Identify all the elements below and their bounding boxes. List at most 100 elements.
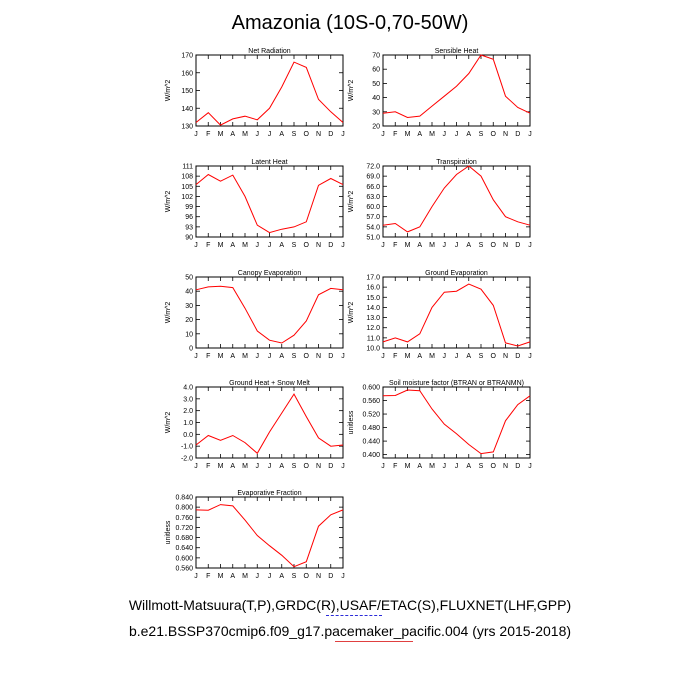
y-tick-label: 40 [372, 95, 380, 102]
y-tick-label: -2.0 [181, 456, 193, 463]
x-tick-label: J [455, 353, 459, 360]
y-axis-label: W/m^2 [348, 80, 355, 102]
y-tick-label: 0.0 [183, 432, 193, 439]
y-tick-label: 0.560 [362, 398, 380, 405]
x-tick-label: A [279, 242, 284, 249]
x-tick-label: N [316, 242, 321, 249]
x-tick-label: J [194, 353, 198, 360]
x-tick-label: J [528, 463, 532, 470]
x-tick-label: J [341, 353, 345, 360]
y-tick-label: 108 [181, 174, 193, 181]
series-line [195, 504, 344, 568]
y-tick-label: 15.0 [366, 295, 380, 302]
y-tick-label: 20 [185, 317, 193, 324]
y-tick-label: 0.600 [175, 555, 193, 562]
y-tick-label: 105 [181, 184, 193, 191]
plot-frame [382, 386, 531, 459]
x-tick-label: S [479, 131, 484, 138]
x-tick-label: O [491, 353, 497, 360]
panel-title: Sensible Heat [435, 48, 479, 55]
x-tick-label: F [206, 353, 210, 360]
y-tick-label: 63.0 [366, 194, 380, 201]
panel-title: Latent Heat [251, 159, 287, 166]
y-tick-label: 4.0 [183, 385, 193, 392]
plot-frame [195, 496, 344, 569]
x-tick-label: M [405, 463, 411, 470]
x-tick-label: J [256, 353, 260, 360]
y-tick-label: 90 [185, 235, 193, 242]
y-tick-label: 0.520 [362, 412, 380, 419]
y-tick-label: 0.720 [175, 525, 193, 532]
y-tick-label: 3.0 [183, 396, 193, 403]
x-tick-label: J [528, 353, 532, 360]
x-tick-label: A [417, 353, 422, 360]
panel-title: Ground Heat + Snow Melt [229, 380, 310, 387]
x-tick-label: N [503, 353, 508, 360]
panel-title: Net Radiation [248, 48, 291, 55]
x-tick-label: J [194, 463, 198, 470]
y-tick-label: 40 [185, 289, 193, 296]
y-axis-label: unitless [348, 410, 355, 434]
x-tick-label: A [230, 242, 235, 249]
x-tick-label: A [279, 131, 284, 138]
x-tick-label: M [405, 242, 411, 249]
y-tick-label: 99 [185, 204, 193, 211]
x-tick-label: J [528, 242, 532, 249]
y-tick-label: 60 [372, 67, 380, 74]
x-tick-label: O [304, 573, 310, 580]
y-tick-label: 13.0 [366, 315, 380, 322]
x-tick-label: A [417, 463, 422, 470]
x-tick-label: A [466, 463, 471, 470]
y-tick-label: 102 [181, 194, 193, 201]
x-tick-label: A [279, 353, 284, 360]
x-tick-label: N [503, 131, 508, 138]
y-tick-label: 0.400 [362, 452, 380, 459]
series-line [382, 389, 531, 455]
x-tick-label: M [218, 131, 224, 138]
y-tick-label: -1.0 [181, 444, 193, 451]
series-line [382, 165, 531, 233]
x-tick-label: J [528, 131, 532, 138]
x-tick-label: O [304, 242, 310, 249]
x-tick-label: M [242, 353, 248, 360]
x-tick-label: J [381, 131, 385, 138]
y-tick-label: 170 [181, 53, 193, 60]
x-tick-label: M [218, 242, 224, 249]
y-tick-label: 150 [181, 88, 193, 95]
x-tick-label: S [479, 242, 484, 249]
y-tick-label: 96 [185, 214, 193, 221]
x-tick-label: N [316, 353, 321, 360]
x-tick-label: A [417, 131, 422, 138]
x-tick-label: F [206, 463, 210, 470]
x-tick-label: S [292, 242, 297, 249]
y-axis-label: W/m^2 [165, 302, 172, 324]
x-tick-label: M [242, 463, 248, 470]
y-tick-label: 0.840 [175, 495, 193, 502]
x-tick-label: A [230, 463, 235, 470]
y-axis-label: W/m^2 [165, 412, 172, 434]
x-tick-label: O [304, 353, 310, 360]
y-tick-label: 0.560 [175, 566, 193, 573]
y-tick-label: 0.600 [362, 385, 380, 392]
x-tick-label: S [292, 131, 297, 138]
x-tick-label: D [515, 242, 520, 249]
x-tick-label: F [206, 131, 210, 138]
x-tick-label: J [194, 131, 198, 138]
y-axis-label: W/m^2 [165, 80, 172, 102]
series-line [195, 61, 344, 126]
x-tick-label: M [218, 353, 224, 360]
y-tick-label: 57.0 [366, 214, 380, 221]
x-tick-label: M [242, 573, 248, 580]
y-tick-label: 160 [181, 70, 193, 77]
y-axis-label: W/m^2 [348, 191, 355, 213]
y-tick-label: 10 [185, 331, 193, 338]
x-tick-label: J [443, 463, 447, 470]
y-axis-label: W/m^2 [165, 191, 172, 213]
x-tick-label: J [268, 131, 272, 138]
series-line [382, 54, 531, 119]
footer-underline [335, 641, 413, 642]
x-tick-label: N [316, 463, 321, 470]
panel-title: Transpiration [436, 159, 477, 166]
x-tick-label: J [268, 463, 272, 470]
panel-title: Soil moisture factor (BTRAN or BTRANMN) [389, 380, 524, 387]
